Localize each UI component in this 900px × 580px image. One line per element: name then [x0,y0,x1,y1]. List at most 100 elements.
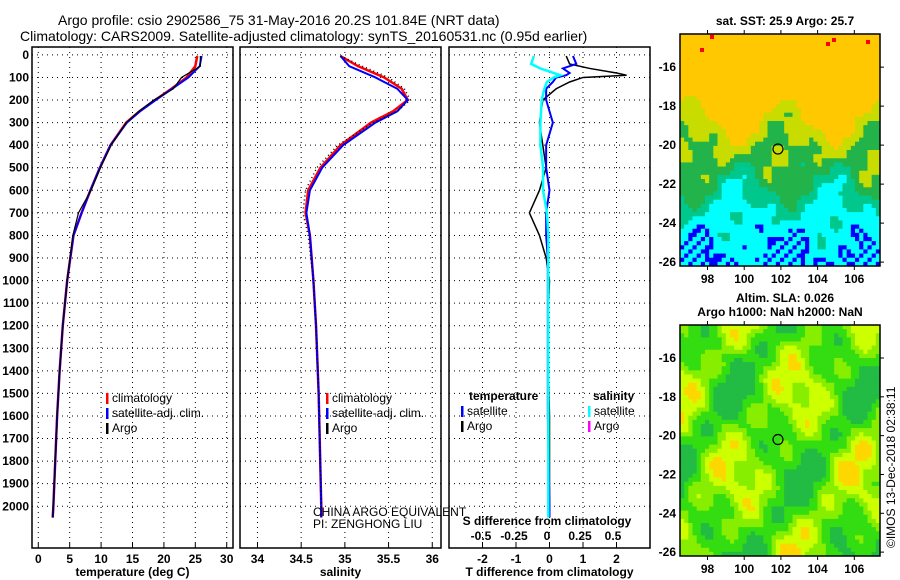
map-cell [750,440,756,446]
map-cell [767,34,773,39]
map-cell [692,199,698,205]
map-cell [696,249,702,255]
map-cell [700,158,706,163]
y-tick-label: 1300 [2,341,29,355]
map-cell [842,498,848,503]
map-cell [767,179,773,184]
map-cell [771,378,777,384]
map-cell [717,249,723,255]
map-cell [821,428,827,433]
map-cell [721,415,727,421]
map-cell [784,374,789,380]
map-cell [792,38,798,43]
map-cell [813,419,818,425]
map-cell [867,481,873,487]
map-cell [725,415,731,421]
map-cell [830,428,835,433]
map-cell [809,241,814,246]
map-cell [825,145,831,151]
map-cell [788,71,793,76]
map-cell [788,195,793,201]
map-cell [713,96,718,101]
map-cell [875,92,881,97]
map-cell [725,158,731,163]
map-cell [725,461,731,466]
map-cell [709,490,714,495]
map-cell [875,395,881,400]
map-cell [713,457,718,462]
map-cell [734,203,739,209]
map-cell [713,452,718,458]
map-cell [700,237,706,242]
map-cell [825,245,831,250]
map-cell [738,58,743,64]
map-cell [742,100,748,105]
map-cell [750,108,756,114]
map-cell [775,87,781,93]
map-cell [805,42,810,47]
map-cell [800,337,806,342]
map-cell [721,436,727,441]
map-cell [796,490,802,495]
map-cell [713,428,718,433]
map-cell [875,203,881,209]
map-cell [759,129,764,134]
map-cell [825,395,831,400]
map-cell [767,129,773,134]
map-cell [842,237,848,242]
map-cell [821,195,827,201]
map-cell [700,370,706,375]
map-cell [680,424,685,429]
map-cell [788,54,793,60]
map-cell [788,237,793,242]
map-cell [834,174,839,180]
map-cell [717,46,723,52]
map-cell [805,403,810,408]
map-cell [721,92,727,97]
map-cell [692,337,698,342]
map-cell [809,228,814,234]
map-cell [863,220,868,226]
map-cell [763,473,768,479]
map-cell [771,42,777,47]
map-cell [834,411,839,417]
map-cell [809,448,814,454]
map-cell [809,129,814,134]
map-cell [738,370,743,375]
map-cell [784,42,789,47]
map-cell [821,411,827,417]
map-cell [838,337,843,342]
map-cell [680,382,685,388]
map-cell [788,436,793,441]
map-cell [838,391,843,396]
map-cell [788,366,793,371]
map-cell [863,477,868,483]
map-cell [805,485,810,491]
map-cell [755,241,760,246]
map-cell [725,333,731,338]
map-cell [692,325,698,330]
map-cell [759,485,764,491]
map-cell [709,150,714,155]
map-cell [700,162,706,168]
map-cell [734,154,739,159]
map-cell [863,494,868,499]
map-cell [834,415,839,421]
map-cell [867,179,873,184]
map-cell [875,257,881,263]
map-cell [784,485,789,491]
map-cell [809,183,814,188]
map-cell [817,419,823,425]
missing-data-cell [710,35,714,39]
map-cell [817,154,823,159]
map-cell [846,232,852,238]
map-cell [763,121,768,126]
map-cell [796,378,802,384]
map-cell [863,71,868,76]
map-cell [792,50,798,56]
map-cell [825,469,831,474]
map-cell [867,465,873,470]
map-cell [792,490,798,495]
map-cell [867,374,873,380]
map-cell [846,452,852,458]
